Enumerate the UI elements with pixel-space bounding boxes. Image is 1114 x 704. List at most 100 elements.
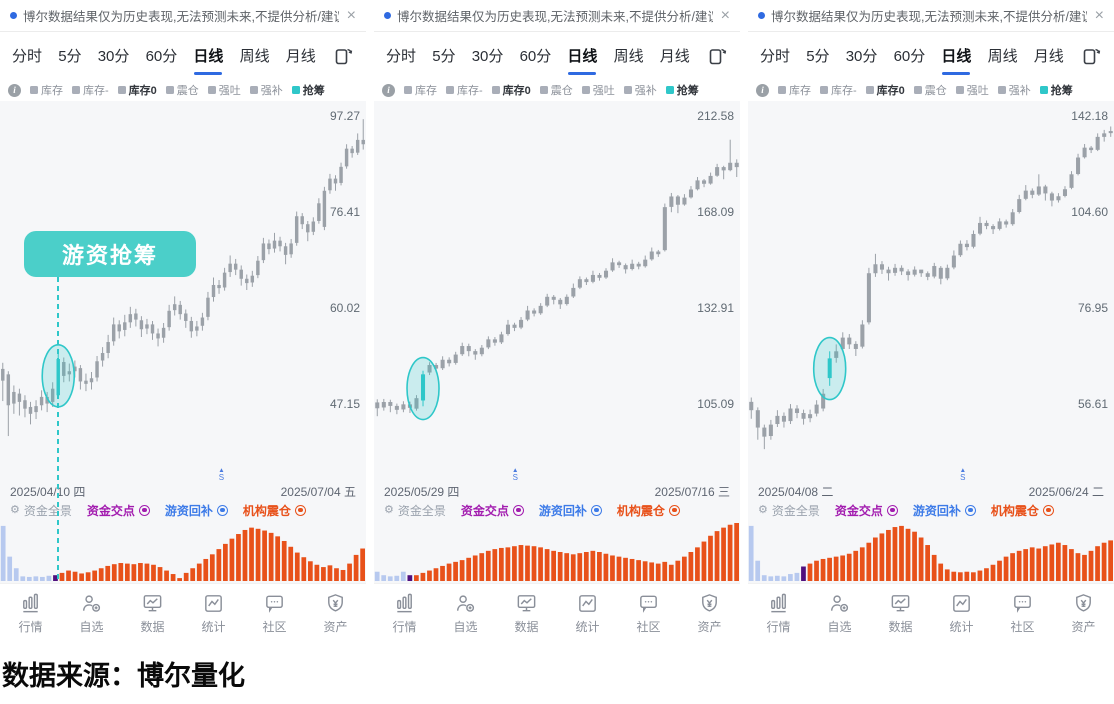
tab-bar: 分时 5分 30分 60分 日线 周线 月线 [0,32,366,79]
fund-legend-toggle[interactable]: 机构震仓 [243,502,306,519]
fund-legend-label: 机构震仓 [616,503,665,518]
tab-60分[interactable]: 60分 [893,48,926,65]
chart-stack: 142.18 104.60 76.95 56.61 ▲ S 2025/04/08 二 20… [748,101,1114,583]
nav-item-统计[interactable]: 统计 [575,592,600,635]
legend-item: 抢筹 [1039,82,1073,98]
svg-text:S: S [513,473,518,481]
tab-分时[interactable]: 分时 [760,48,791,65]
callout-label: 游资抢筹 [24,231,196,277]
nav-item-社区[interactable]: 社区 [636,592,661,635]
legend-label: 强补 [1008,85,1031,97]
svg-text:212.58: 212.58 [697,109,734,123]
tab-月线[interactable]: 月线 [659,48,690,65]
nav-item-行情[interactable]: 行情 [392,592,417,635]
tab-周线[interactable]: 周线 [613,48,644,65]
radio-icon [294,504,306,516]
svg-text:105.09: 105.09 [697,397,734,411]
nav-item-自选[interactable]: 自选 [827,592,852,635]
nav-item-社区[interactable]: 社区 [1010,592,1035,635]
legend-swatch [539,86,548,94]
tab-月线[interactable]: 月线 [285,48,316,65]
tab-5分[interactable]: 5分 [58,48,82,65]
legend-label: 库存 [789,85,811,97]
volume-bars-chart [748,525,1113,581]
market-icon [19,592,42,615]
panels: 博尔数据结果仅为历史表现,无法预测未来,不提供分析/建议 × 分时 5分 30分 60… [0,0,1114,642]
info-icon[interactable]: i [8,83,21,97]
nav-item-数据[interactable]: 数据 [514,592,539,635]
nav-item-行情[interactable]: 行情 [766,592,791,635]
tab-60分[interactable]: 60分 [145,48,178,65]
nav-label: 社区 [636,619,661,634]
svg-text:47.15: 47.15 [330,397,360,411]
tab-5分[interactable]: 5分 [806,48,830,65]
tab-分时[interactable]: 分时 [386,48,417,65]
tab-分时[interactable]: 分时 [12,48,43,65]
close-icon[interactable]: × [720,6,730,24]
nav-item-自选[interactable]: 自选 [453,592,478,635]
fund-legend-toggle[interactable]: 资金交点 [461,502,524,519]
nav-label: 行情 [766,619,791,634]
fund-legend-toggle[interactable]: 机构震仓 [617,502,680,519]
nav-item-统计[interactable]: 统计 [201,592,226,635]
fund-legend-label: 机构震仓 [242,503,291,518]
tab-日线[interactable]: 日线 [193,45,223,66]
legend-item: 抢筹 [665,82,699,98]
nav-item-数据[interactable]: 数据 [888,592,913,635]
legend-item: 震仓 [913,82,947,98]
nav-item-统计[interactable]: 统计 [949,592,974,635]
nav-item-资产[interactable]: 资产 [1071,592,1096,635]
tab-月线[interactable]: 月线 [1033,48,1064,65]
date-left: 2025/04/10 四 [10,484,86,499]
svg-text:▲: ▲ [218,467,224,474]
fund-legend-toggle[interactable]: 游资回补 [539,502,602,519]
tab-日线[interactable]: 日线 [567,45,597,66]
rotate-screen-icon[interactable] [706,45,728,67]
tab-日线[interactable]: 日线 [941,45,971,66]
nav-item-自选[interactable]: 自选 [79,592,104,635]
tab-30分[interactable]: 30分 [471,48,504,65]
fund-legend-label: 游资回补 [164,503,213,518]
notice-bar: 博尔数据结果仅为历史表现,无法预测未来,不提供分析/建议 × [0,0,366,32]
tab-30分[interactable]: 30分 [845,48,878,65]
app-screenshot-panel: 博尔数据结果仅为历史表现,无法预测未来,不提供分析/建议 × 分时 5分 30分 60… [748,0,1114,642]
radio-icon [216,504,228,516]
community-icon [263,592,286,615]
rotate-screen-icon[interactable] [1080,45,1102,67]
watchlist-icon [454,592,477,615]
fund-legend-toggle[interactable]: 游资回补 [165,502,228,519]
nav-item-资产[interactable]: 资产 [697,592,722,635]
date-range: 2025/04/10 四 2025/07/04 五 [0,481,366,501]
bottom-nav: 行情 自选 数据 统计 社区 资产 [374,583,740,642]
nav-item-社区[interactable]: 社区 [262,592,287,635]
svg-text:97.27: 97.27 [330,109,360,123]
fund-legend-toggle[interactable]: 游资回补 [913,502,976,519]
nav-item-行情[interactable]: 行情 [18,592,43,635]
tab-5分[interactable]: 5分 [432,48,456,65]
svg-text:76.41: 76.41 [330,205,360,219]
nav-item-数据[interactable]: 数据 [140,592,165,635]
info-icon[interactable]: i [382,83,395,97]
tab-周线[interactable]: 周线 [239,48,270,65]
fund-legend-toggle[interactable]: 资金交点 [87,502,150,519]
app-screenshot-panel: 博尔数据结果仅为历史表现,无法预测未来,不提供分析/建议 × 分时 5分 30分 60… [374,0,740,642]
rotate-screen-icon[interactable] [332,45,354,67]
close-icon[interactable]: × [346,6,356,24]
chart-stack: 97.27 76.41 60.02 47.15 ▲ S 2025/04/10 四 2025… [0,101,366,583]
legend-label: 库存- [831,85,857,97]
candlestick-chart: 212.58 168.09 132.91 105.09 ▲S [375,109,739,481]
tab-30分[interactable]: 30分 [97,48,130,65]
fund-legend-toggle[interactable]: 机构震仓 [991,502,1054,519]
notice-text: 博尔数据结果仅为历史表现,无法预测未来,不提供分析/建议 [397,10,713,24]
fund-legend-toggle[interactable]: 资金交点 [835,502,898,519]
tab-周线[interactable]: 周线 [987,48,1018,65]
kline-legend: i 库存 库存- 库存0 震仓 强吐 强补 抢筹 [748,79,1114,101]
nav-item-资产[interactable]: 资产 [323,592,348,635]
candlestick-chart: 142.18 104.60 76.95 56.61 ▲S [749,109,1113,481]
info-icon[interactable]: i [756,83,769,97]
close-icon[interactable]: × [1094,6,1104,24]
tab-60分[interactable]: 60分 [519,48,552,65]
notice-text: 博尔数据结果仅为历史表现,无法预测未来,不提供分析/建议 [771,10,1087,24]
source-caption: 数据来源：博尔量化 [2,661,245,691]
legend-label: 抢筹 [1050,85,1073,97]
